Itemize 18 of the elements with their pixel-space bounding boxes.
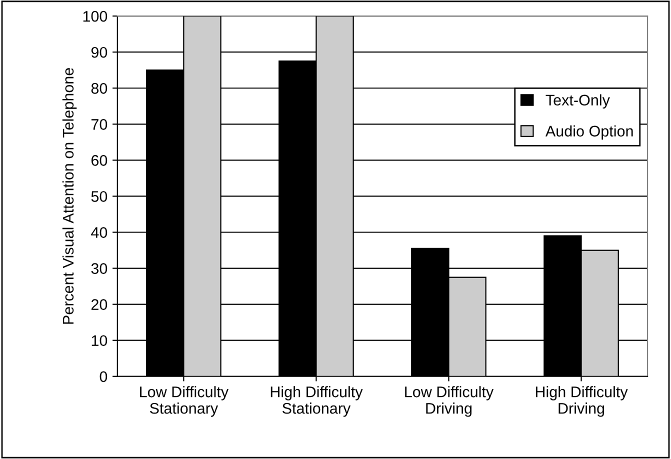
y-tick-label: 40 — [91, 227, 108, 238]
y-tick-label: 100 — [83, 10, 108, 22]
x-tick-label: Low Difficulty Stationary — [140, 386, 229, 417]
x-tick-label: High Difficulty Driving — [536, 386, 628, 417]
legend-label: Text-Only — [546, 94, 610, 109]
y-axis-title: Percent Visual Attention on Telephone — [62, 68, 77, 324]
x-tick-label: High Difficulty Stationary — [270, 386, 363, 417]
y-tick-label: 50 — [91, 191, 108, 202]
y-tick-label: 0 — [100, 371, 108, 382]
legend-label: Audio Option — [545, 125, 633, 140]
y-tick-label: 10 — [92, 335, 108, 346]
y-tick-label: 60 — [91, 155, 108, 166]
y-tick-label: 80 — [91, 82, 108, 94]
y-tick-label: 30 — [91, 263, 108, 274]
y-tick-label: 20 — [91, 299, 108, 310]
y-tick-label: 70 — [91, 119, 108, 130]
x-tick-label: Low Difficulty Driving — [405, 386, 494, 417]
y-tick-label: 90 — [91, 46, 108, 58]
